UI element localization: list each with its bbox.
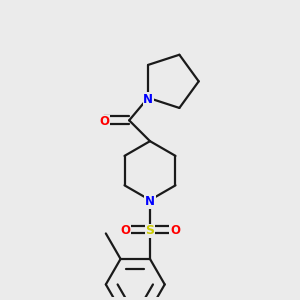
Text: O: O [170,224,180,238]
Text: N: N [143,93,153,106]
Text: N: N [145,195,155,208]
Text: O: O [99,115,109,128]
Text: S: S [146,224,154,238]
Text: O: O [120,224,130,238]
